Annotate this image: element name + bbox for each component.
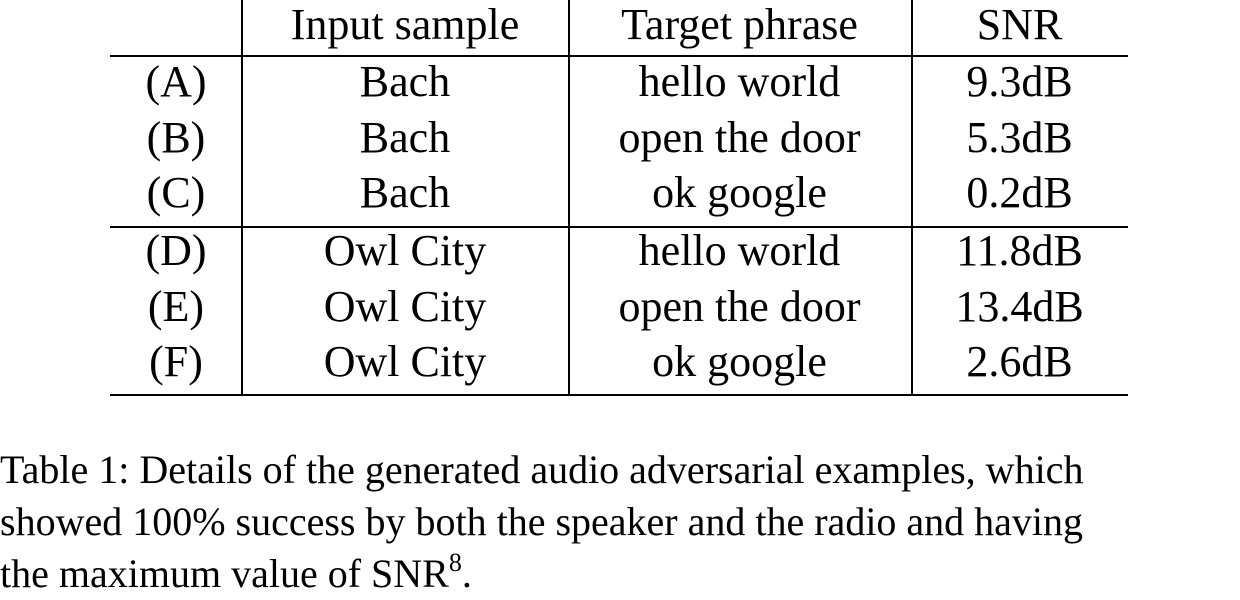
bottom-rule bbox=[110, 394, 1128, 396]
input-sample-cell: Bach bbox=[359, 57, 451, 106]
column-divider bbox=[241, 0, 243, 396]
caption-line: the maximum value of SNR8. bbox=[0, 548, 1240, 600]
column-divider bbox=[568, 0, 570, 396]
snr-cell: 5.3dB bbox=[966, 113, 1073, 162]
caption-period: . bbox=[461, 551, 472, 596]
snr-cell: 13.4dB bbox=[955, 282, 1084, 331]
column-divider bbox=[911, 0, 913, 396]
snr-cell: 9.3dB bbox=[966, 57, 1073, 106]
target-phrase-cell: hello world bbox=[638, 226, 841, 275]
header-snr: SNR bbox=[976, 0, 1063, 49]
row-label: (F) bbox=[149, 337, 203, 386]
target-phrase-cell: open the door bbox=[618, 113, 861, 162]
input-sample-cell: Owl City bbox=[323, 226, 487, 275]
target-phrase-cell: hello world bbox=[638, 57, 841, 106]
row-label: (C) bbox=[146, 168, 206, 217]
caption-text: the maximum value of SNR bbox=[0, 551, 449, 596]
header-input-sample: Input sample bbox=[290, 0, 520, 49]
input-sample-cell: Bach bbox=[359, 113, 451, 162]
row-label: (E) bbox=[147, 282, 205, 331]
table-caption: Table 1: Details of the generated audio … bbox=[0, 444, 1240, 600]
snr-cell: 0.2dB bbox=[966, 168, 1073, 217]
results-table: Input sample Target phrase SNR (A) Bach … bbox=[110, 0, 1128, 398]
target-phrase-cell: ok google bbox=[652, 337, 827, 386]
input-sample-cell: Bach bbox=[359, 168, 451, 217]
input-sample-cell: Owl City bbox=[323, 282, 487, 331]
row-label: (B) bbox=[146, 113, 206, 162]
group-rule bbox=[110, 226, 1128, 228]
target-phrase-cell: open the door bbox=[618, 282, 861, 331]
row-label: (A) bbox=[145, 57, 207, 106]
footnote-marker: 8 bbox=[448, 548, 462, 577]
snr-cell: 2.6dB bbox=[966, 337, 1073, 386]
caption-line: Table 1: Details of the generated audio … bbox=[0, 447, 1084, 492]
input-sample-cell: Owl City bbox=[323, 337, 487, 386]
snr-cell: 11.8dB bbox=[956, 226, 1083, 275]
header-target-phrase: Target phrase bbox=[621, 0, 858, 49]
caption-line: showed 100% success by both the speaker … bbox=[0, 499, 1084, 544]
row-label: (D) bbox=[145, 226, 207, 275]
header-rule bbox=[110, 55, 1128, 57]
target-phrase-cell: ok google bbox=[652, 168, 827, 217]
